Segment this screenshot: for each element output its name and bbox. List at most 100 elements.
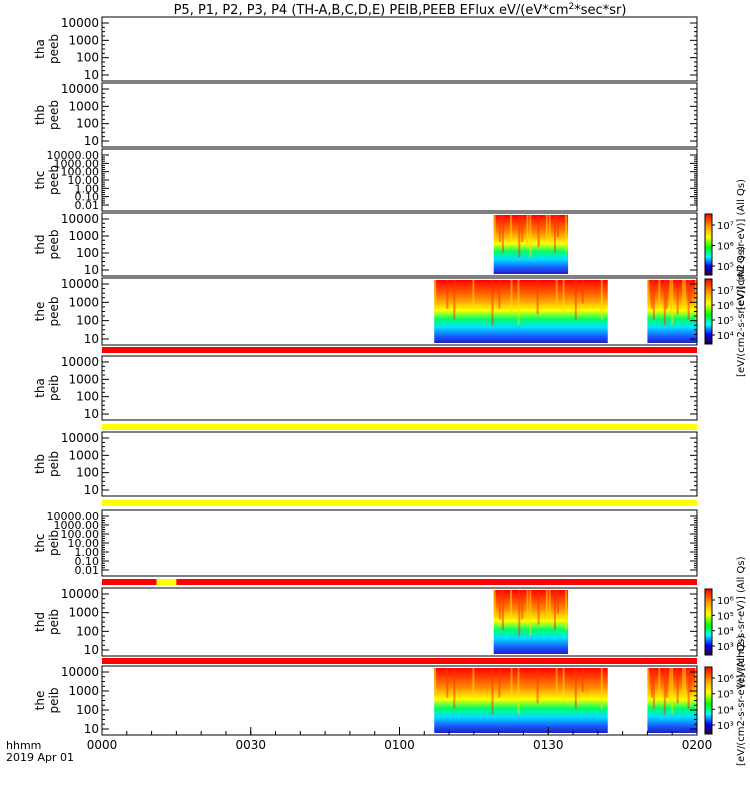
spectrogram-streak xyxy=(521,590,524,620)
colorbar-tick-label: 10⁵ xyxy=(717,316,734,327)
y-tick-label: 0.10 xyxy=(75,191,100,204)
x-tick-label: 0100 xyxy=(384,738,415,752)
y-tick-label: 10000.00 xyxy=(47,149,100,162)
spectrogram-streak xyxy=(453,668,456,709)
panel-frame xyxy=(101,587,698,657)
spectrogram-streak xyxy=(687,280,690,320)
y-tick-label: 1000 xyxy=(68,684,99,698)
panel-frame xyxy=(101,82,698,148)
panel-species-label: peeb xyxy=(47,165,61,195)
spectrogram-streak xyxy=(658,668,661,698)
colorbar-tick-label: 10⁴ xyxy=(717,627,734,638)
spectrogram-block xyxy=(434,280,608,343)
spectrogram-streak xyxy=(498,280,501,309)
spectrogram-streak xyxy=(556,215,559,238)
spectrogram-streak xyxy=(553,215,556,253)
x-tick-label: 0000 xyxy=(87,738,118,752)
panel-frame xyxy=(101,148,698,212)
panel-species-label: peib xyxy=(47,609,61,635)
colorbar-tick-label: 10⁵ xyxy=(717,690,734,701)
spectrogram-streak xyxy=(501,590,504,631)
spectrogram-streak xyxy=(446,668,449,698)
spectrogram-streak xyxy=(521,215,524,243)
y-tick-label: 100 xyxy=(76,246,99,260)
spectrogram-streak xyxy=(663,668,666,715)
plot-title-tail: *sec*sr) xyxy=(574,3,626,18)
colorbar-tick-label: 10³ xyxy=(717,721,734,732)
spectrogram-streak xyxy=(647,280,650,304)
spectrogram-streak xyxy=(529,215,532,258)
colorbar-tick-label: 10⁶ xyxy=(717,596,734,607)
panel-species-label: peib xyxy=(47,451,61,477)
spectrogram-streak xyxy=(493,590,496,614)
spectrogram-streak xyxy=(676,668,679,704)
y-tick-label: 1000 xyxy=(68,295,99,309)
x-tick-label: 0200 xyxy=(682,738,713,752)
panel-species-label: peib xyxy=(47,688,61,714)
colorbar xyxy=(704,213,713,276)
spectrogram-streak xyxy=(684,280,687,315)
spectrogram-streak xyxy=(518,590,521,636)
y-tick-label: 1.00 xyxy=(75,182,100,195)
y-tick-label: 100 xyxy=(76,51,99,65)
y-tick-label: 10 xyxy=(84,722,99,736)
spectrogram-streak xyxy=(669,668,672,704)
spectrogram-streak xyxy=(498,215,501,243)
y-tick-label: 10 xyxy=(84,407,99,421)
panel-probe-label: the xyxy=(33,302,47,322)
panel-tha-peib: 10000 1000 100 10 tha peib xyxy=(33,355,698,421)
spectrogram-streak xyxy=(650,668,653,698)
x-axis-label-date: 2019 Apr 01 xyxy=(6,751,74,764)
y-tick-label: 10000.00 xyxy=(47,510,100,523)
y-tick-label: 100 xyxy=(76,314,99,328)
panel-probe-label: tha xyxy=(33,39,47,59)
panel-thb-peib: 10000 1000 100 10 thb peib xyxy=(33,431,698,497)
y-tick-label: 1000 xyxy=(68,606,99,620)
colorbar xyxy=(704,588,713,656)
spectrogram-streak xyxy=(600,280,603,320)
spectrogram-streak xyxy=(581,280,584,304)
y-tick-label: 10 xyxy=(84,263,99,277)
spectrogram-streak xyxy=(434,668,437,693)
y-tick-label: 1000 xyxy=(68,229,99,243)
status-bar xyxy=(102,658,697,664)
spectrogram-streak xyxy=(498,668,501,698)
spectrogram-streak xyxy=(684,668,687,704)
spectrogram-streak xyxy=(665,668,668,698)
panel-species-label: peib xyxy=(47,375,61,401)
spectrogram-streak xyxy=(517,668,520,715)
panel-frame xyxy=(101,355,698,421)
y-tick-label: 1000 xyxy=(68,33,99,47)
status-bar xyxy=(102,347,697,353)
panel-frame xyxy=(101,212,698,277)
spectrogram-streak xyxy=(650,280,653,309)
spectrogram-streak xyxy=(687,668,690,709)
status-bar xyxy=(102,424,697,430)
y-tick-label: 0.01 xyxy=(75,564,100,577)
spectrogram-streak xyxy=(658,280,661,309)
panel-probe-label: thc xyxy=(33,171,47,190)
panel-frame xyxy=(101,16,698,82)
y-tick-label: 10000 xyxy=(61,82,99,96)
spectrogram-streak xyxy=(562,668,565,704)
panel-probe-label: the xyxy=(33,691,47,711)
panel-species-label: peib xyxy=(47,530,61,556)
plot-title-main: P5, P1, P2, P3, P4 (TH-A,B,C,D,E) PEIB,P… xyxy=(174,3,569,18)
spectrogram-streak xyxy=(472,280,475,309)
y-tick-label: 100.00 xyxy=(61,528,100,541)
panel-thd-peeb: 10000 1000 100 10 thd peeb 10⁷ 10⁶ 10⁵ [eV/(cm2-s… xyxy=(33,179,747,310)
spectrogram-streak xyxy=(493,215,496,238)
y-tick-label: 1000 xyxy=(68,448,99,462)
colorbar-label: [eV/(cm2-s-sr-eV)] (All Qs) xyxy=(736,635,747,766)
y-tick-label: 100 xyxy=(76,624,99,638)
panel-probe-label: thd xyxy=(33,235,47,255)
spectrogram-streak xyxy=(652,668,655,709)
y-tick-label: 100 xyxy=(76,117,99,131)
panel-frame xyxy=(101,509,698,577)
y-tick-label: 10 xyxy=(84,643,99,657)
y-tick-label: 10 xyxy=(84,134,99,148)
